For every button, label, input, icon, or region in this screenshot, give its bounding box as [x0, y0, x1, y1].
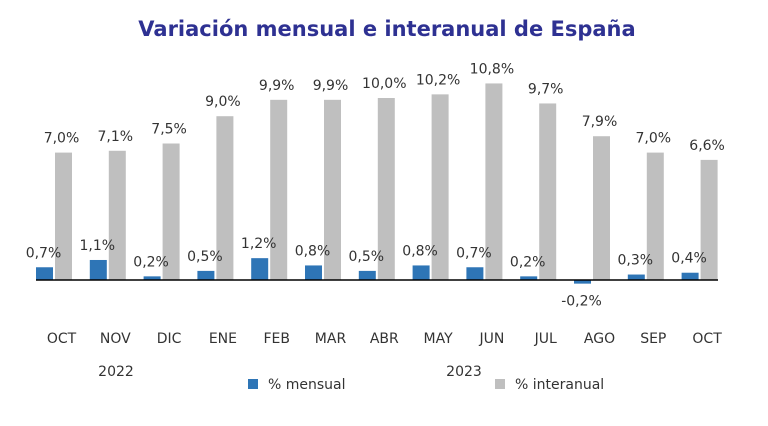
x-tick-labels-group: OCT NOV DIC ENE FEB MAR ABR MAY JUN JUL AGO SEP OCT [47, 331, 722, 347]
label-mensual-1: 1,1% [80, 238, 116, 254]
label-mensual-3: 0,5% [187, 249, 223, 265]
bar-mensual-10 [574, 280, 591, 284]
bar-interanual-12 [700, 159, 718, 280]
x-tick-12: OCT [692, 331, 722, 347]
bar-interanual-10 [593, 136, 610, 280]
label-mensual-4: 1,2% [241, 236, 277, 252]
chart-title: Variación mensual e interanual de España [138, 17, 635, 41]
x-tick-9: JUL [534, 331, 557, 347]
bars-group [36, 83, 718, 284]
label-mensual-9: 0,2% [510, 254, 546, 270]
bar-mensual-1 [89, 259, 107, 280]
bar-mensual-5 [305, 265, 322, 280]
label-mensual-10: -0,2% [561, 294, 602, 310]
bar-mensual-7 [412, 265, 430, 280]
label-interanual-0: 7,0% [44, 131, 80, 147]
label-interanual-4: 9,9% [259, 78, 295, 94]
x-tick-5: MAR [315, 331, 347, 347]
bar-mensual-0 [36, 267, 53, 280]
label-mensual-8: 0,7% [456, 245, 492, 261]
label-mensual-7: 0,8% [402, 243, 438, 259]
label-mensual-11: 0,3% [618, 253, 654, 269]
year-label-2023: 2023 [446, 364, 482, 380]
x-tick-2: DIC [157, 331, 182, 347]
label-interanual-11: 7,0% [636, 131, 672, 147]
bar-mensual-6 [358, 270, 376, 280]
label-interanual-9: 9,7% [528, 81, 564, 97]
x-tick-8: JUN [478, 331, 504, 347]
x-tick-6: ABR [370, 331, 399, 347]
label-interanual-1: 7,1% [98, 129, 134, 145]
bar-mensual-12 [681, 272, 699, 280]
label-interanual-7: 10,2% [416, 72, 460, 88]
label-interanual-5: 9,9% [313, 78, 349, 94]
x-tick-7: MAY [424, 331, 454, 347]
legend-swatch-mensual [248, 379, 258, 389]
label-mensual-5: 0,8% [295, 243, 331, 259]
label-mensual-6: 0,5% [349, 249, 385, 265]
bar-mensual-2 [143, 276, 161, 280]
x-tick-0: OCT [47, 331, 77, 347]
bar-interanual-6 [377, 98, 395, 280]
legend: % mensual % interanual [248, 377, 604, 393]
bar-interanual-8 [485, 83, 503, 280]
bar-interanual-9 [539, 103, 557, 281]
label-interanual-3: 9,0% [205, 94, 241, 110]
label-interanual-2: 7,5% [151, 122, 187, 138]
year-labels-group: 2022 2023 [98, 364, 482, 380]
bar-interanual-2 [162, 143, 180, 280]
label-mensual-0: 0,7% [26, 245, 62, 261]
bar-interanual-11 [646, 152, 664, 280]
legend-label-mensual: % mensual [268, 377, 346, 393]
x-tick-3: ENE [209, 331, 237, 347]
legend-swatch-interanual [495, 379, 505, 389]
label-interanual-10: 7,9% [582, 114, 618, 130]
value-labels-group: 7,0% 0,7% 7,1% 1,1% 7,5% 0,2% 9,0% 0,5% 9,9% 1,2%… [26, 61, 725, 309]
bar-mensual-9 [520, 276, 538, 280]
x-tick-4: FEB [263, 331, 290, 347]
year-label-2022: 2022 [98, 364, 134, 380]
bar-interanual-5 [324, 99, 341, 280]
bar-interanual-0 [55, 152, 72, 280]
legend-label-interanual: % interanual [515, 377, 604, 393]
label-mensual-12: 0,4% [671, 251, 707, 267]
bar-interanual-1 [108, 150, 126, 280]
bar-mensual-8 [466, 267, 484, 280]
bar-mensual-11 [627, 274, 645, 280]
bar-mensual-4 [251, 258, 269, 280]
bar-interanual-7 [431, 94, 449, 280]
x-tick-10: AGO [584, 331, 615, 347]
label-interanual-8: 10,8% [470, 61, 514, 77]
label-mensual-2: 0,2% [133, 254, 169, 270]
label-interanual-6: 10,0% [362, 76, 406, 92]
bar-interanual-3 [216, 116, 234, 280]
bar-mensual-3 [197, 270, 215, 280]
label-interanual-12: 6,6% [689, 138, 725, 154]
bar-interanual-4 [270, 99, 288, 280]
x-tick-11: SEP [640, 331, 666, 347]
x-tick-1: NOV [100, 331, 131, 347]
